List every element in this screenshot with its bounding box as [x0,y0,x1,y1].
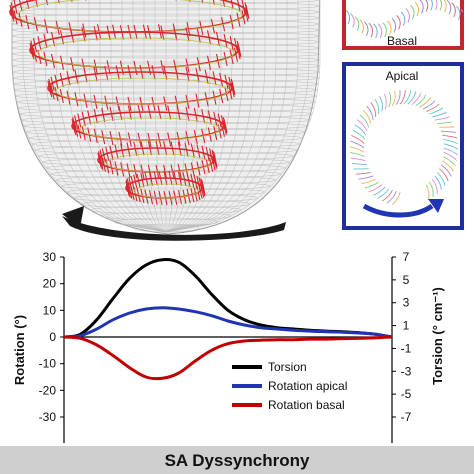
right-tick-label: 1 [403,319,410,333]
apical-label: Apical [386,69,419,83]
apical-arrowhead-icon [428,199,444,213]
left-tick-label: 10 [43,303,57,317]
basal-strain-stripes [345,0,463,39]
apical-rotation-arrow [362,203,434,218]
legend-label: Rotation basal [268,398,345,412]
rotation-rings [9,0,250,206]
right-tick-label: -3 [401,364,412,378]
right-tick-label: -5 [401,387,412,401]
basal-label: Basal [387,34,417,48]
series-line-rotation-basal [63,335,393,381]
footer-bar [0,446,474,474]
basal-panel-border [342,0,464,50]
right-tick-label: 3 [403,296,410,310]
series-lines [63,258,393,381]
apical-strain-ring [349,89,459,205]
right-tick-label: 5 [403,273,410,287]
legend-label: Rotation apical [268,379,347,393]
rotation-arrowhead-icon [62,206,84,228]
footer-title: SA Dyssynchrony [165,451,310,470]
series-line-torsion [63,258,393,339]
right-y-ticks: 7 5 3 1 -1 -3 -5 -7 [392,250,412,424]
right-tick-label: -1 [401,341,412,355]
apical-panel: Apical [342,62,464,230]
right-tick-label: -7 [401,410,412,424]
left-tick-label: 30 [43,250,57,264]
rotation-arrow [62,216,286,241]
left-tick-label: -30 [39,410,57,424]
ventricle-model-illustration [9,0,321,241]
right-tick-label: 7 [403,250,410,264]
left-tick-label: 20 [43,277,57,291]
y-axis-title: Rotation (°) [12,315,27,385]
left-tick-label: 0 [49,330,56,344]
basal-panel: Basal [342,0,464,50]
left-y-ticks: 30 20 10 0 -10 -20 -30 [39,250,64,424]
series-line-rotation-apical [63,306,393,339]
left-tick-label: -20 [39,383,57,397]
left-tick-label: -10 [39,357,57,371]
chart: 30 20 10 0 -10 -20 -30 7 5 3 1 -1 -3 -5 -7 Rotation (… [12,250,445,443]
y2-axis-title: Torsion (° cm⁻¹) [430,287,445,385]
legend: Torsion Rotation apical Rotation basal [232,360,347,412]
legend-label: Torsion [268,360,307,374]
